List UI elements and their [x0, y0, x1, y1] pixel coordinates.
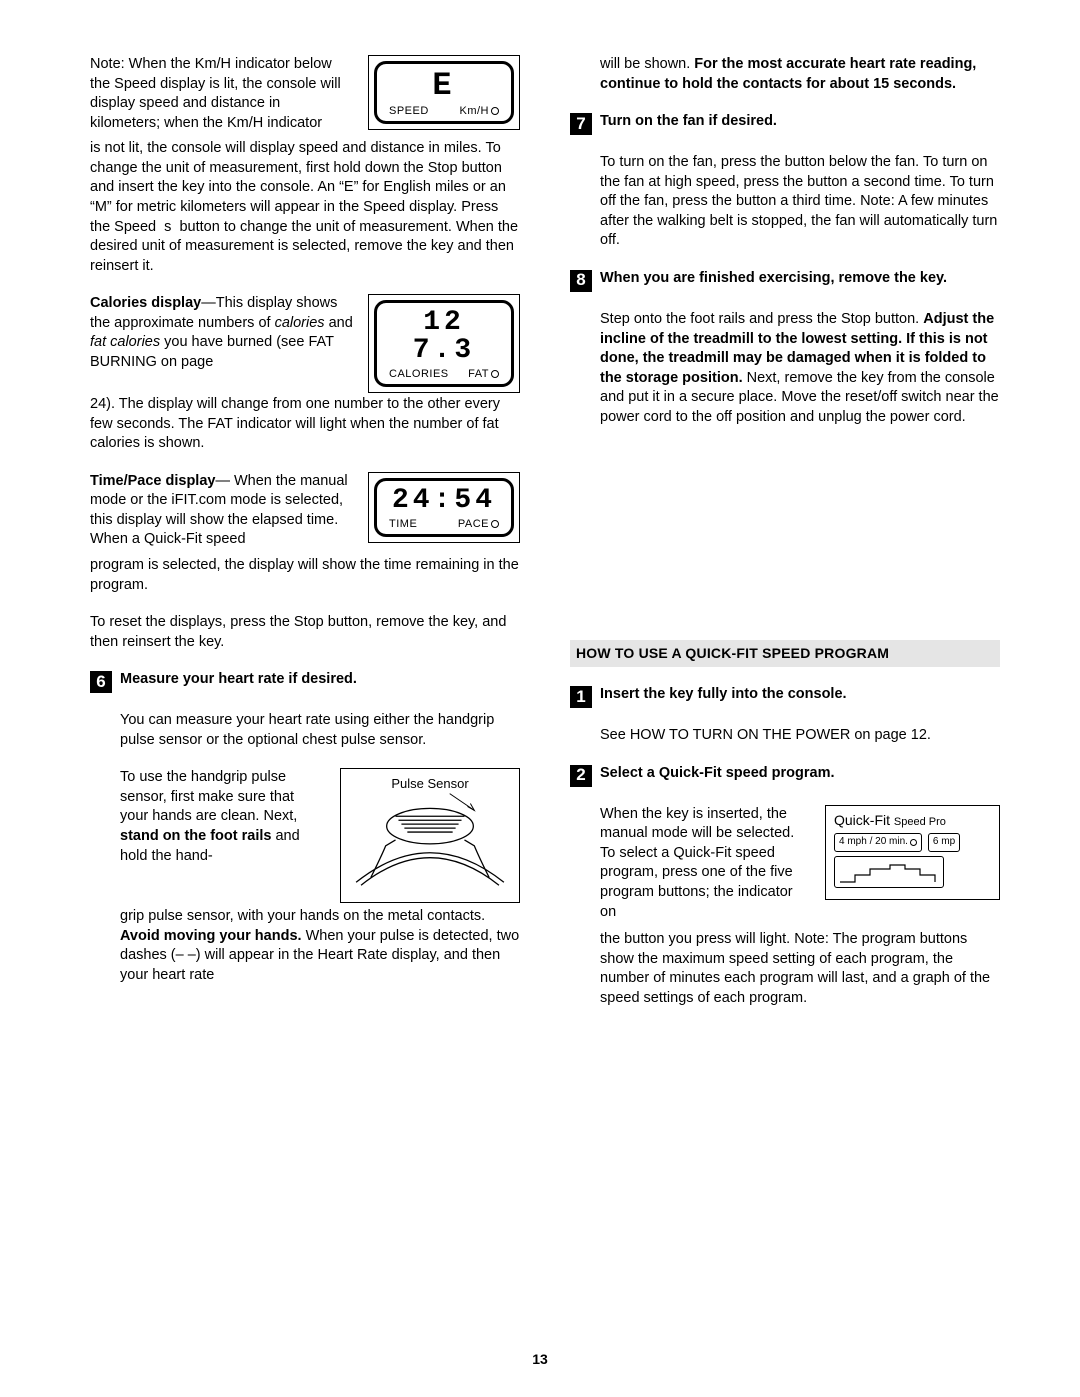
step-6-p2: To use the handgrip pulse sensor, first …: [120, 768, 326, 866]
time-label-left: TIME: [389, 517, 417, 532]
step-6-title: Measure your heart rate if desired.: [120, 670, 520, 690]
speed-label-left: SPEED: [389, 104, 429, 119]
speed-label-right: Km/H: [460, 104, 500, 119]
step-7-number: 7: [570, 113, 592, 135]
heart-rate-continued: will be shown. For the most accurate hea…: [600, 55, 1000, 94]
qf-step-2-title: Select a Quick-Fit speed program.: [600, 764, 1000, 784]
spacer: [570, 445, 1000, 640]
time-display-value: 24:54: [383, 485, 505, 515]
qf-step-2-p1: When the key is inserted, the manual mod…: [600, 805, 811, 922]
step-6-pulse-block: To use the handgrip pulse sensor, first …: [120, 768, 520, 903]
time-text-2: program is selected, the display will sh…: [90, 556, 520, 595]
page-number: 13: [0, 1350, 1080, 1369]
quickfit-program-button-2: 6 mp: [928, 833, 960, 852]
speed-note-text-2: is not lit, the console will display spe…: [90, 139, 520, 276]
calories-block: Calories display—This display shows the …: [90, 294, 520, 393]
step-6: 6 Measure your heart rate if desired.: [90, 670, 520, 693]
step-8-number: 8: [570, 270, 592, 292]
step-7-p1: To turn on the fan, press the button bel…: [600, 153, 1000, 251]
qf-step-2-p2: the button you press will light. Note: T…: [600, 930, 1000, 1008]
quickfit-speed-graph: [834, 856, 944, 888]
pulse-sensor-figure: Pulse Sensor: [340, 768, 520, 903]
step-7: 7 Turn on the fan if desired.: [570, 112, 1000, 135]
speed-display-figure: E SPEED Km/H: [368, 55, 520, 130]
reset-text: To reset the displays, press the Stop bu…: [90, 613, 520, 652]
speed-note-block: Note: When the Km/H indicator below the …: [90, 55, 520, 137]
quickfit-section-heading: HOW TO USE A QUICK-FIT SPEED PROGRAM: [570, 640, 1000, 667]
manual-page: Note: When the Km/H indicator below the …: [0, 0, 1080, 1397]
step-8-p1: Step onto the foot rails and press the S…: [600, 310, 1000, 427]
qf-step-1: 1 Insert the key fully into the console.: [570, 685, 1000, 708]
qf-step-1-number: 1: [570, 686, 592, 708]
step-8: 8 When you are finished exercising, remo…: [570, 269, 1000, 292]
left-column: Note: When the Km/H indicator below the …: [90, 55, 520, 1012]
qf-step-1-title: Insert the key fully into the console.: [600, 685, 1000, 705]
step-6-p3: grip pulse sensor, with your hands on th…: [120, 907, 520, 985]
qf-step-2: 2 Select a Quick-Fit speed program.: [570, 764, 1000, 787]
time-display-figure: 24:54 TIME PACE: [368, 472, 520, 543]
calories-label-right: FAT: [468, 367, 499, 382]
calories-label-left: CALORIES: [389, 367, 449, 382]
step-7-title: Turn on the fan if desired.: [600, 112, 1000, 132]
calories-text-1: Calories display—This display shows the …: [90, 294, 354, 372]
calories-text-2: 24). The display will change from one nu…: [90, 395, 520, 454]
two-column-layout: Note: When the Km/H indicator below the …: [90, 55, 1000, 1012]
calories-display-value: 12 7.3: [383, 307, 505, 365]
quickfit-program-button-1: 4 mph / 20 min.: [834, 833, 922, 852]
qf-step-2-number: 2: [570, 765, 592, 787]
step-6-p1: You can measure your heart rate using ei…: [120, 711, 520, 750]
speed-note-text-1: Note: When the Km/H indicator below the …: [90, 55, 354, 133]
qf-step-1-p1: See HOW TO TURN ON THE POWER on page 12.: [600, 726, 1000, 746]
time-label-right: PACE: [458, 517, 499, 532]
qf-step-2-block: When the key is inserted, the manual mod…: [600, 805, 1000, 926]
time-text-1: Time/Pace display— When the manual mode …: [90, 472, 354, 550]
time-block: Time/Pace display— When the manual mode …: [90, 472, 520, 554]
quickfit-panel-figure: Quick-Fit Speed Pro 4 mph / 20 min. 6 mp: [825, 805, 1000, 900]
calories-display-figure: 12 7.3 CALORIES FAT: [368, 294, 520, 393]
right-column: will be shown. For the most accurate hea…: [570, 55, 1000, 1012]
quickfit-panel-title: Quick-Fit Speed Pro: [834, 811, 999, 830]
step-8-title: When you are finished exercising, remove…: [600, 269, 1000, 289]
pulse-sensor-label: Pulse Sensor: [341, 775, 519, 793]
speed-display-value: E: [383, 68, 505, 102]
step-6-number: 6: [90, 671, 112, 693]
